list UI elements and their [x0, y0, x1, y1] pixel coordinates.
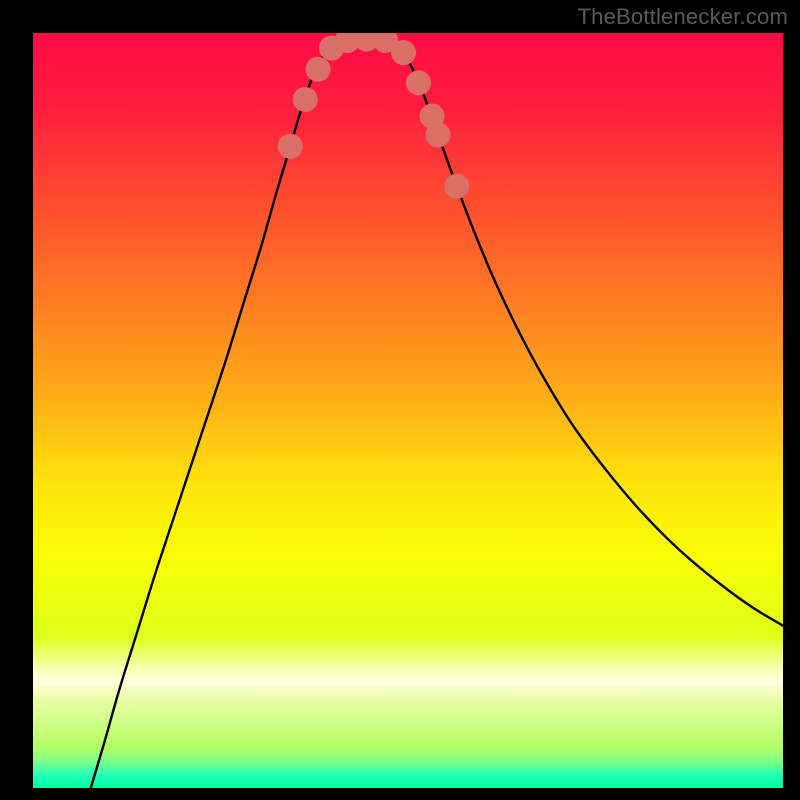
- marker-layer: [33, 33, 783, 788]
- watermark-text: TheBottlenecker.com: [578, 4, 788, 30]
- curve-marker: [426, 123, 450, 147]
- curve-marker: [407, 71, 431, 95]
- chart-stage: TheBottlenecker.com: [0, 0, 800, 800]
- curve-marker: [293, 87, 317, 111]
- curve-marker: [392, 41, 416, 65]
- curve-marker: [278, 134, 302, 158]
- curve-marker: [306, 57, 330, 81]
- plot-area: [33, 33, 783, 788]
- curve-marker: [445, 174, 469, 198]
